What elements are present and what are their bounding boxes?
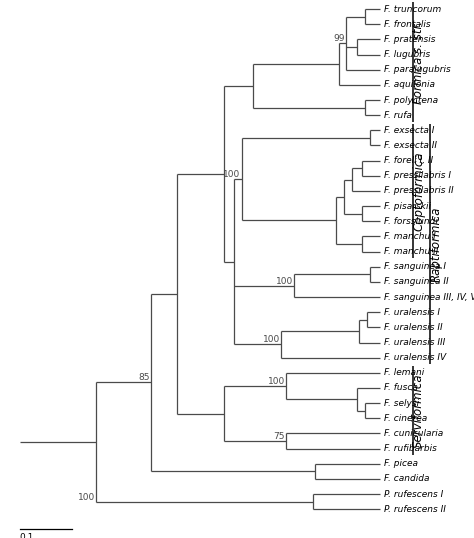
Text: F. manchu I: F. manchu I: [384, 232, 436, 241]
Text: F. fusca: F. fusca: [384, 384, 418, 392]
Text: F. rufa: F. rufa: [384, 111, 412, 119]
Text: F. aquilonia: F. aquilonia: [384, 80, 436, 89]
Text: F. lemani: F. lemani: [384, 369, 425, 377]
Text: F. truncorum: F. truncorum: [384, 5, 442, 13]
Text: F. pratensis: F. pratensis: [384, 35, 436, 44]
Text: F. polyctena: F. polyctena: [384, 96, 438, 104]
Text: Coptoformica: Coptoformica: [412, 151, 425, 231]
Text: F. lugubris: F. lugubris: [384, 50, 431, 59]
Text: Raptiformica: Raptiformica: [429, 206, 442, 282]
Text: 100: 100: [223, 170, 241, 179]
Text: Serviformica: Serviformica: [412, 373, 425, 448]
Text: F. forsslundi: F. forsslundi: [384, 217, 438, 226]
Text: F. rufibarbis: F. rufibarbis: [384, 444, 438, 453]
Text: F. uralensis II: F. uralensis II: [384, 323, 443, 332]
Text: 100: 100: [268, 377, 285, 386]
Text: F. uralensis IV: F. uralensis IV: [384, 353, 447, 362]
Text: F. candida: F. candida: [384, 475, 430, 484]
Text: F. cinerea: F. cinerea: [384, 414, 428, 423]
Text: 100: 100: [275, 277, 293, 286]
Text: F. sanguinea II: F. sanguinea II: [384, 278, 449, 286]
Text: F. exsecta II: F. exsecta II: [384, 141, 438, 150]
Text: F. selysi: F. selysi: [384, 399, 419, 408]
Text: F. frontalis: F. frontalis: [384, 20, 431, 29]
Text: F. paralugubris: F. paralugubris: [384, 65, 451, 74]
Text: P. rufescens I: P. rufescens I: [384, 490, 444, 499]
Text: 100: 100: [263, 335, 280, 344]
Text: P. rufescens II: P. rufescens II: [384, 505, 447, 514]
Text: 99: 99: [333, 34, 345, 43]
Text: F. sanguinea I: F. sanguinea I: [384, 262, 447, 271]
Text: Formica s. str.: Formica s. str.: [412, 20, 425, 104]
Text: F. pressilabris II: F. pressilabris II: [384, 187, 454, 195]
Text: F. cunicularia: F. cunicularia: [384, 429, 444, 438]
Text: F. pressilabris I: F. pressilabris I: [384, 171, 451, 180]
Text: 85: 85: [138, 373, 149, 383]
Text: F. sanguinea III, IV, V: F. sanguinea III, IV, V: [384, 293, 474, 301]
Text: F. pisarskii: F. pisarskii: [384, 202, 431, 210]
Text: 75: 75: [273, 432, 285, 441]
Text: F. foreli I, II: F. foreli I, II: [384, 156, 434, 165]
Text: 100: 100: [78, 493, 95, 501]
Text: F. exsecta I: F. exsecta I: [384, 126, 435, 135]
Text: F. uralensis I: F. uralensis I: [384, 308, 440, 317]
Text: F. uralensis III: F. uralensis III: [384, 338, 446, 347]
Text: 0.1: 0.1: [20, 533, 34, 538]
Text: F. picea: F. picea: [384, 459, 419, 468]
Text: F. manchu II: F. manchu II: [384, 247, 439, 256]
